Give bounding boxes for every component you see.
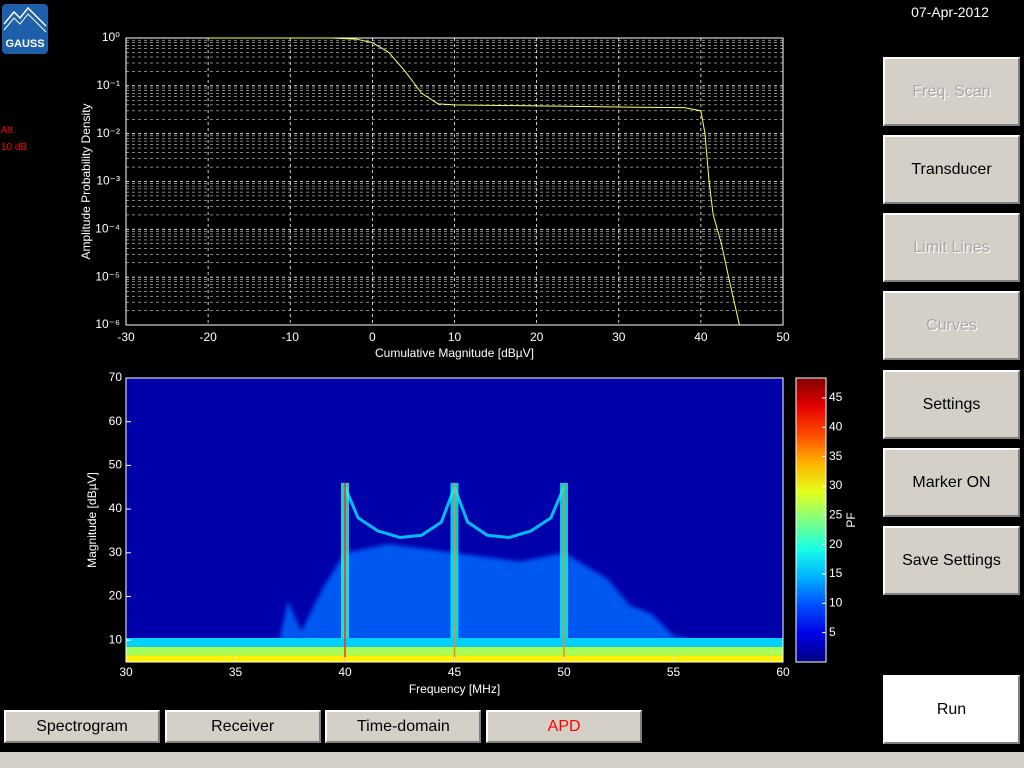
x-axis-label: Frequency [MHz]	[409, 682, 500, 696]
y-tick-label: 20	[109, 589, 123, 603]
colorbar-tick-label: 10	[829, 595, 843, 609]
x-tick-label: -20	[199, 330, 217, 344]
x-axis-label: Cumulative Magnitude [dBµV]	[375, 346, 534, 360]
x-tick-label: 40	[338, 665, 352, 679]
logo: GAUSS	[2, 4, 48, 54]
x-tick-label: 40	[694, 330, 708, 344]
axes-box	[125, 37, 784, 326]
colorbar	[795, 377, 827, 663]
axes-box	[125, 377, 784, 663]
tab[interactable]: Time-domain	[325, 710, 482, 743]
button[interactable]: Save Settings	[883, 526, 1020, 595]
y-tick-label: 10⁻⁵	[95, 269, 120, 283]
button: Limit Lines	[883, 213, 1020, 282]
density-region	[279, 544, 696, 641]
y-tick-label: 30	[109, 545, 123, 559]
colorbar-tick-label: 35	[829, 449, 843, 463]
button[interactable]: Run	[883, 675, 1020, 744]
y-tick-label: 10⁻³	[96, 174, 120, 188]
date: 07-Apr-2012	[911, 4, 989, 20]
x-tick-label: -10	[282, 330, 300, 344]
x-tick-label: 60	[776, 665, 790, 679]
colorbar-tick-label: 30	[829, 478, 843, 492]
colorbar-label: PF	[844, 512, 858, 527]
y-tick-label: 10⁻²	[96, 126, 120, 140]
button: Freq. Scan	[883, 57, 1020, 126]
tab[interactable]: APD	[486, 710, 643, 743]
logo-text: GAUSS	[5, 38, 44, 50]
y-tick-label: 10	[109, 632, 123, 646]
y-tick-label: 10⁰	[102, 30, 120, 44]
button[interactable]: Settings	[883, 370, 1020, 439]
x-tick-label: 50	[557, 665, 571, 679]
x-tick-label: 30	[119, 665, 133, 679]
colorbar-tick-label: 5	[829, 625, 836, 639]
y-tick-label: 60	[109, 414, 123, 428]
y-tick-label: 10⁻¹	[96, 78, 120, 92]
y-tick-label: 10⁻⁶	[95, 317, 120, 331]
colorbar-tick-label: 45	[829, 390, 843, 404]
x-tick-label: 55	[667, 665, 681, 679]
x-tick-label: 0	[369, 330, 376, 344]
y-tick-label: 50	[109, 458, 123, 472]
x-tick-label: 50	[776, 330, 790, 344]
status-bar	[0, 752, 1024, 768]
plots: -30 -20 -10 0 10 20 30 40 50 10⁻⁶ 10⁻⁵ 10⁻⁴ 10⁻³ 10⁻²…	[79, 30, 858, 696]
tab[interactable]: Spectrogram	[4, 710, 160, 743]
tab[interactable]: Receiver	[164, 710, 321, 743]
y-tick-label: 10⁻⁴	[95, 222, 120, 236]
colorbar-tick-label: 25	[829, 507, 843, 521]
apd-curve	[208, 37, 740, 326]
x-tick-label: 20	[530, 330, 544, 344]
x-tick-label: 10	[448, 330, 462, 344]
x-tick-label: 35	[229, 665, 243, 679]
y-axis-label: Amplitude Probability Density	[79, 103, 93, 259]
x-tick-label: -30	[117, 330, 135, 344]
button[interactable]: Marker ON	[883, 448, 1020, 517]
colorbar-tick-label: 40	[829, 419, 843, 433]
colorbar-tick-label: 15	[829, 566, 843, 580]
x-tick-label: 45	[448, 665, 462, 679]
y-axis-label: Magnitude [dBµV]	[85, 472, 99, 568]
button: Curves	[883, 291, 1020, 360]
button[interactable]: Transducer	[883, 135, 1020, 204]
y-tick-label: 70	[109, 370, 123, 384]
y-tick-label: 40	[109, 501, 123, 515]
att-label: Att	[1, 125, 14, 136]
colorbar-tick-label: 20	[829, 537, 843, 551]
x-tick-label: 30	[612, 330, 626, 344]
att-value: 10 dB	[1, 142, 28, 153]
